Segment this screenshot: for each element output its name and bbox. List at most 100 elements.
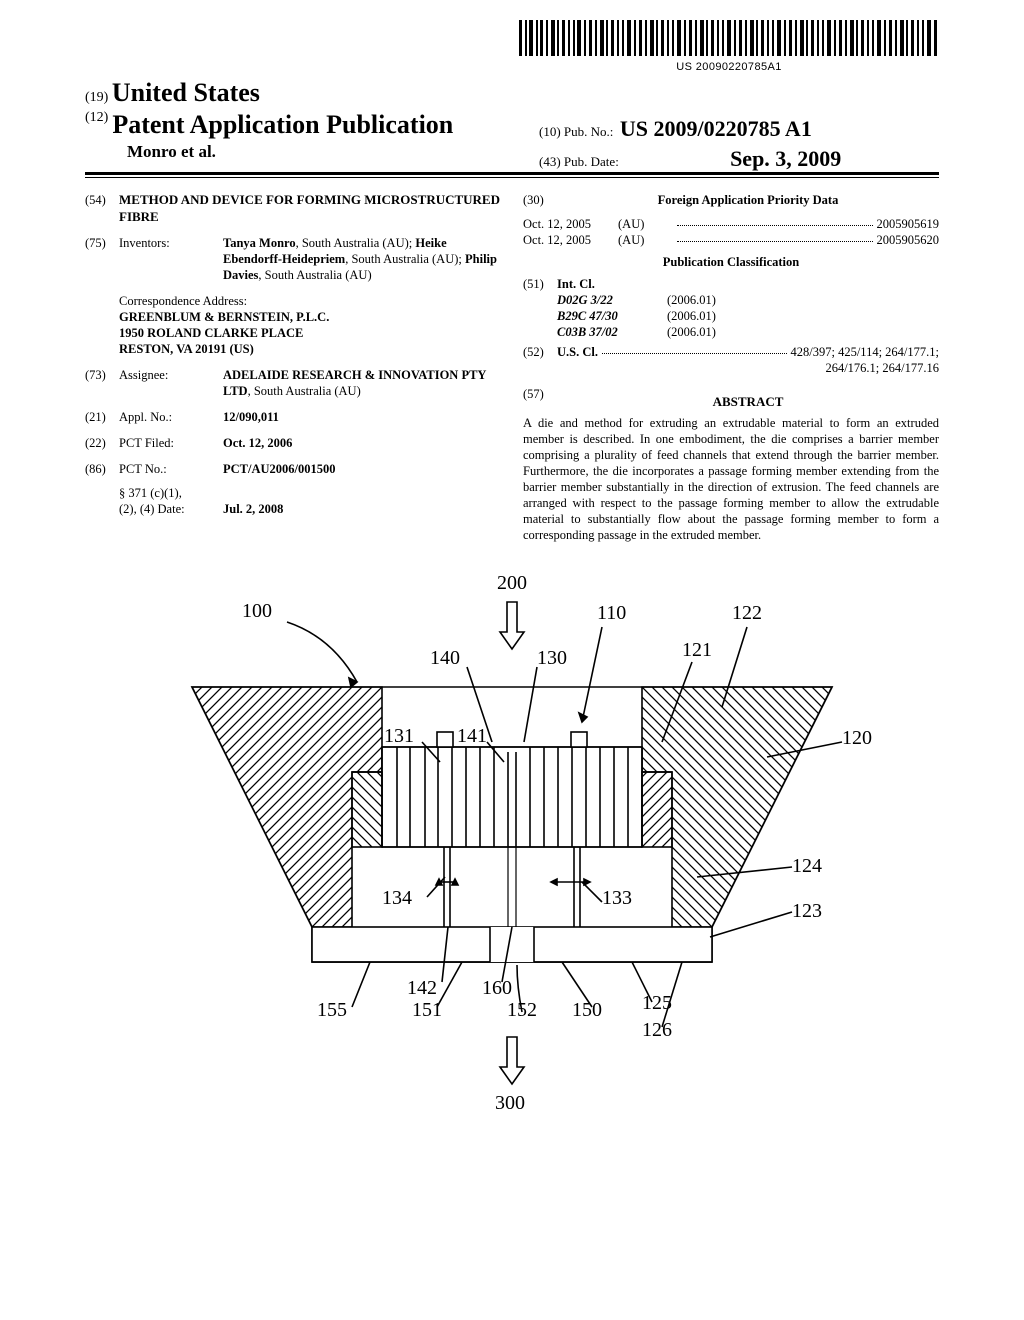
barcode-icon — [519, 20, 939, 56]
fig-label-120: 120 — [842, 727, 872, 750]
corr-line-2: 1950 ROLAND CLARKE PLACE — [119, 325, 501, 341]
die-diagram-icon — [152, 567, 872, 1127]
fig-label-155: 155 — [317, 999, 347, 1022]
fig-label-160: 160 — [482, 977, 512, 1000]
inventors-list: Tanya Monro, South Australia (AU); Heike… — [223, 235, 501, 283]
fig-label-124: 124 — [792, 855, 822, 878]
corr-line-1: GREENBLUM & BERNSTEIN, P.L.C. — [119, 309, 501, 325]
intcl-row: C03B 37/02 (2006.01) — [523, 324, 939, 340]
inventors-code: (75) — [85, 235, 119, 283]
dots-icon — [677, 216, 873, 226]
fig-label-140: 140 — [430, 647, 460, 670]
assignee-label: Assignee: — [119, 367, 223, 399]
corr-line-3: RESTON, VA 20191 (US) — [119, 341, 501, 357]
fig-label-126: 126 — [642, 1019, 672, 1042]
pubclass-head: Publication Classification — [523, 254, 939, 270]
divider-thick — [85, 172, 939, 175]
uscl-values-1: 428/397; 425/114; 264/177.1; — [791, 344, 940, 360]
s371-line-2: (2), (4) Date: — [119, 502, 185, 516]
patent-figure: 100 200 110 122 140 130 121 131 141 120 … — [152, 567, 872, 1127]
pubno-code: (10) — [539, 124, 561, 139]
pub-date: Sep. 3, 2009 — [730, 146, 841, 171]
intcl-code-val: B29C 47/30 — [557, 308, 667, 324]
uscl-label: U.S. Cl. — [557, 344, 598, 360]
fig-label-123: 123 — [792, 900, 822, 923]
publication-kind: Patent Application Publication — [112, 110, 453, 140]
country: United States — [112, 78, 260, 107]
assignee-code: (73) — [85, 367, 119, 399]
assignee: ADELAIDE RESEARCH & INNOVATION PTY LTD, … — [223, 367, 501, 399]
uscl-values-2: 264/176.1; 264/177.16 — [523, 360, 939, 376]
barcode-block: US 20090220785A1 — [519, 20, 939, 73]
kind-code: (12) — [85, 110, 108, 140]
pubdate-label: Pub. Date: — [564, 154, 619, 169]
invention-title: METHOD AND DEVICE FOR FORMING MICROSTRUC… — [119, 192, 501, 225]
intcl-year: (2006.01) — [667, 324, 716, 340]
abstract-head: ABSTRACT — [557, 394, 939, 411]
right-column: (30) Foreign Application Priority Data O… — [523, 192, 939, 543]
barcode-text: US 20090220785A1 — [519, 61, 939, 73]
pctno-code: (86) — [85, 461, 119, 477]
pctfiled-code: (22) — [85, 435, 119, 451]
foreign-num: 2005905620 — [877, 232, 940, 248]
appl-number: 12/090,011 — [223, 409, 501, 425]
uscl-code: (52) — [523, 344, 557, 360]
intcl-row: D02G 3/22 (2006.01) — [523, 292, 939, 308]
fig-label-200: 200 — [497, 572, 527, 595]
intcl-year: (2006.01) — [667, 292, 716, 308]
foreign-row: Oct. 12, 2005 (AU) 2005905620 — [523, 232, 939, 248]
s371-line-1: § 371 (c)(1), — [119, 486, 182, 500]
foreign-num: 2005905619 — [877, 216, 940, 232]
applno-label: Appl. No.: — [119, 409, 223, 425]
corr-label: Correspondence Address: — [119, 293, 501, 309]
intcl-code: (51) — [523, 276, 557, 292]
left-column: (54) METHOD AND DEVICE FOR FORMING MICRO… — [85, 192, 501, 543]
divider-thin — [85, 177, 939, 178]
dots-icon — [677, 232, 873, 242]
fig-label-152: 152 — [507, 999, 537, 1022]
abstract-code: (57) — [523, 386, 557, 415]
pub-number: US 2009/0220785 A1 — [620, 116, 812, 141]
fig-label-121: 121 — [682, 639, 712, 662]
intcl-code-val: C03B 37/02 — [557, 324, 667, 340]
pct-filed-date: Oct. 12, 2006 — [223, 435, 501, 451]
foreign-cc: (AU) — [618, 232, 673, 248]
country-code: (19) — [85, 90, 108, 105]
fig-label-300: 300 — [495, 1092, 525, 1115]
intcl-label: Int. Cl. — [557, 276, 595, 292]
dots-icon — [602, 344, 787, 354]
intcl-row: B29C 47/30 (2006.01) — [523, 308, 939, 324]
pubno-label: Pub. No.: — [564, 124, 613, 139]
foreign-code: (30) — [523, 192, 557, 208]
intcl-year: (2006.01) — [667, 308, 716, 324]
foreign-cc: (AU) — [618, 216, 673, 232]
pctno-label: PCT No.: — [119, 461, 223, 477]
fig-label-133: 133 — [602, 887, 632, 910]
fig-label-125: 125 — [642, 992, 672, 1015]
bibliographic-columns: (54) METHOD AND DEVICE FOR FORMING MICRO… — [85, 192, 939, 543]
pctfiled-label: PCT Filed: — [119, 435, 223, 451]
applno-code: (21) — [85, 409, 119, 425]
fig-label-150: 150 — [572, 999, 602, 1022]
inventors-label: Inventors: — [119, 235, 223, 283]
foreign-row: Oct. 12, 2005 (AU) 2005905619 — [523, 216, 939, 232]
abstract-text: A die and method for extruding an extrud… — [523, 415, 939, 543]
title-code: (54) — [85, 192, 119, 225]
fig-label-110: 110 — [597, 602, 626, 625]
intcl-code-val: D02G 3/22 — [557, 292, 667, 308]
fig-label-142: 142 — [407, 977, 437, 1000]
correspondence-address: Correspondence Address: GREENBLUM & BERN… — [119, 293, 501, 357]
fig-label-131: 131 — [384, 725, 414, 748]
foreign-date: Oct. 12, 2005 — [523, 232, 618, 248]
s371-date: Jul. 2, 2008 — [223, 501, 283, 517]
pct-number: PCT/AU2006/001500 — [223, 461, 501, 477]
header-right: (10) Pub. No.: US 2009/0220785 A1 (43) P… — [539, 116, 939, 172]
fig-label-130: 130 — [537, 647, 567, 670]
pubdate-code: (43) — [539, 154, 561, 169]
s371-label: § 371 (c)(1), (2), (4) Date: — [119, 485, 223, 517]
fig-label-141: 141 — [457, 725, 487, 748]
foreign-head: Foreign Application Priority Data — [557, 192, 939, 208]
foreign-date: Oct. 12, 2005 — [523, 216, 618, 232]
fig-label-100: 100 — [242, 600, 272, 623]
fig-label-151: 151 — [412, 999, 442, 1022]
